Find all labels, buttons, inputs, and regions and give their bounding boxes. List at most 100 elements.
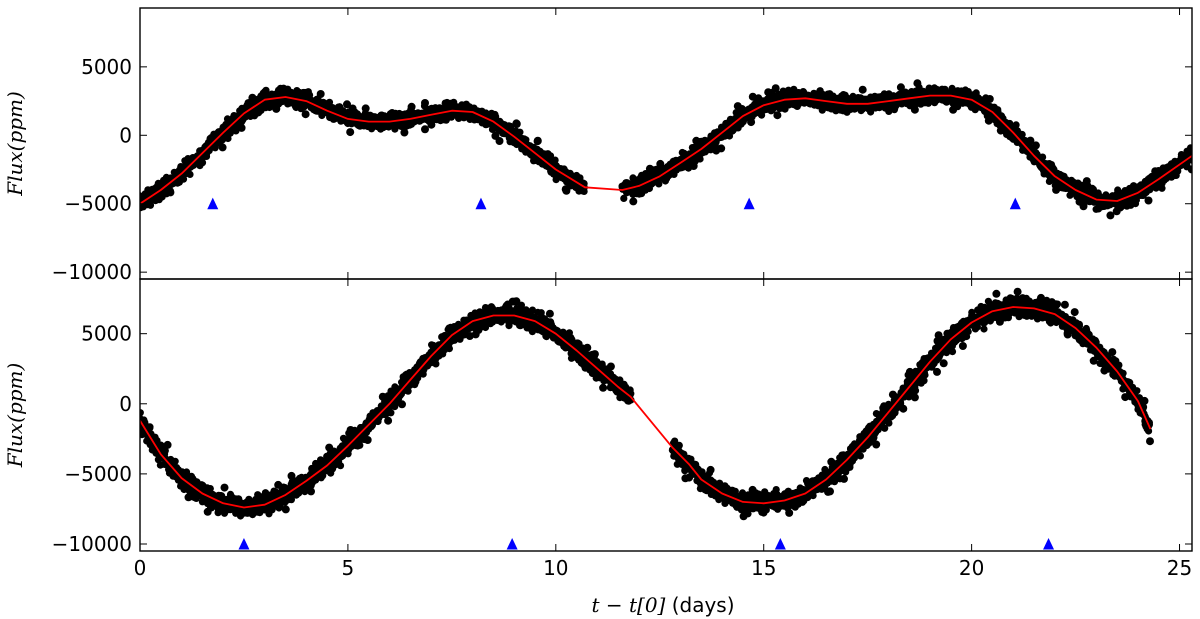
data-point [146,201,155,209]
data-point [771,84,780,93]
data-point [764,88,773,97]
data-point [655,180,663,188]
marker-triangle [475,197,487,210]
data-point [656,159,665,168]
data-point [1144,196,1153,205]
data-point [1174,167,1182,175]
fit-line [140,94,1192,205]
data-point [186,170,194,178]
data-point [551,156,559,164]
data-point [171,457,179,465]
data-point [689,162,698,170]
data-point [301,110,310,119]
y-tick-label: 0 [119,123,132,147]
data-point [404,387,412,395]
data-point [910,105,919,114]
y-axis-label: Flux(ppm) [3,91,27,197]
data-point [733,102,742,111]
top-panel: −10000 −5000 0 5000 Flux(ppm) [3,7,1193,284]
data-point [512,120,521,128]
data-point [361,104,370,113]
data-point [1018,130,1026,139]
data-point [336,462,345,470]
data-point [984,116,993,125]
data-point [1026,136,1035,145]
data-point [747,118,756,127]
data-point [287,496,295,504]
data-point [161,447,169,455]
data-point [773,111,782,120]
data-point [411,381,419,389]
data-point [692,136,701,145]
data-point [432,360,440,368]
data-point [671,437,679,445]
data-point [1187,149,1192,157]
data-point [421,125,429,134]
data-scatter [140,287,1154,521]
y-tick-label: −5000 [64,192,132,216]
data-point [400,128,409,137]
y-tick-label: 5000 [81,55,132,79]
data-point [1012,121,1020,129]
data-point [533,137,542,146]
data-point [516,128,524,136]
data-point [717,144,726,153]
data-point [427,120,436,129]
data-point [913,79,922,88]
data-point [237,123,246,132]
data-point [985,95,994,103]
data-point [312,459,320,468]
data-point [316,90,325,98]
data-point [166,188,175,197]
data-scatter [140,79,1192,220]
data-point [481,323,490,332]
data-point [1031,141,1040,150]
data-point [1106,211,1115,220]
data-point [407,102,416,111]
data-point [1075,197,1084,206]
marker-triangle [1009,197,1021,210]
data-point [198,159,207,167]
data-point [348,104,357,113]
data-point [1082,177,1091,186]
data-point [858,85,867,94]
data-point [421,99,429,107]
data-point [620,194,628,202]
data-point [386,409,394,417]
data-point [779,87,787,95]
data-point [272,104,280,113]
plot-area [140,287,1154,521]
data-point [268,506,276,514]
data-point [1112,207,1121,216]
data-point [319,472,327,480]
data-point [505,322,513,330]
data-point [546,152,555,160]
data-point [896,83,905,92]
data-point [346,128,355,137]
data-point [206,485,214,493]
data-point [495,137,504,145]
data-point [146,423,154,431]
y-tick-label: −10000 [52,260,132,284]
marker-triangles [207,197,1021,210]
data-point [140,409,144,417]
data-point [343,100,351,109]
marker-triangle [743,197,755,210]
data-point [949,105,958,114]
data-point [218,143,227,152]
data-point [748,92,757,101]
data-point [996,126,1005,135]
data-point [645,164,654,173]
data-point [1187,165,1192,174]
data-point [1052,185,1061,194]
plot-area [140,79,1192,220]
marker-triangle [207,197,219,210]
data-point [491,110,499,119]
data-point [248,93,257,102]
data-point [562,186,571,195]
data-point [629,197,638,206]
data-point [1151,167,1160,176]
data-point [306,91,314,99]
